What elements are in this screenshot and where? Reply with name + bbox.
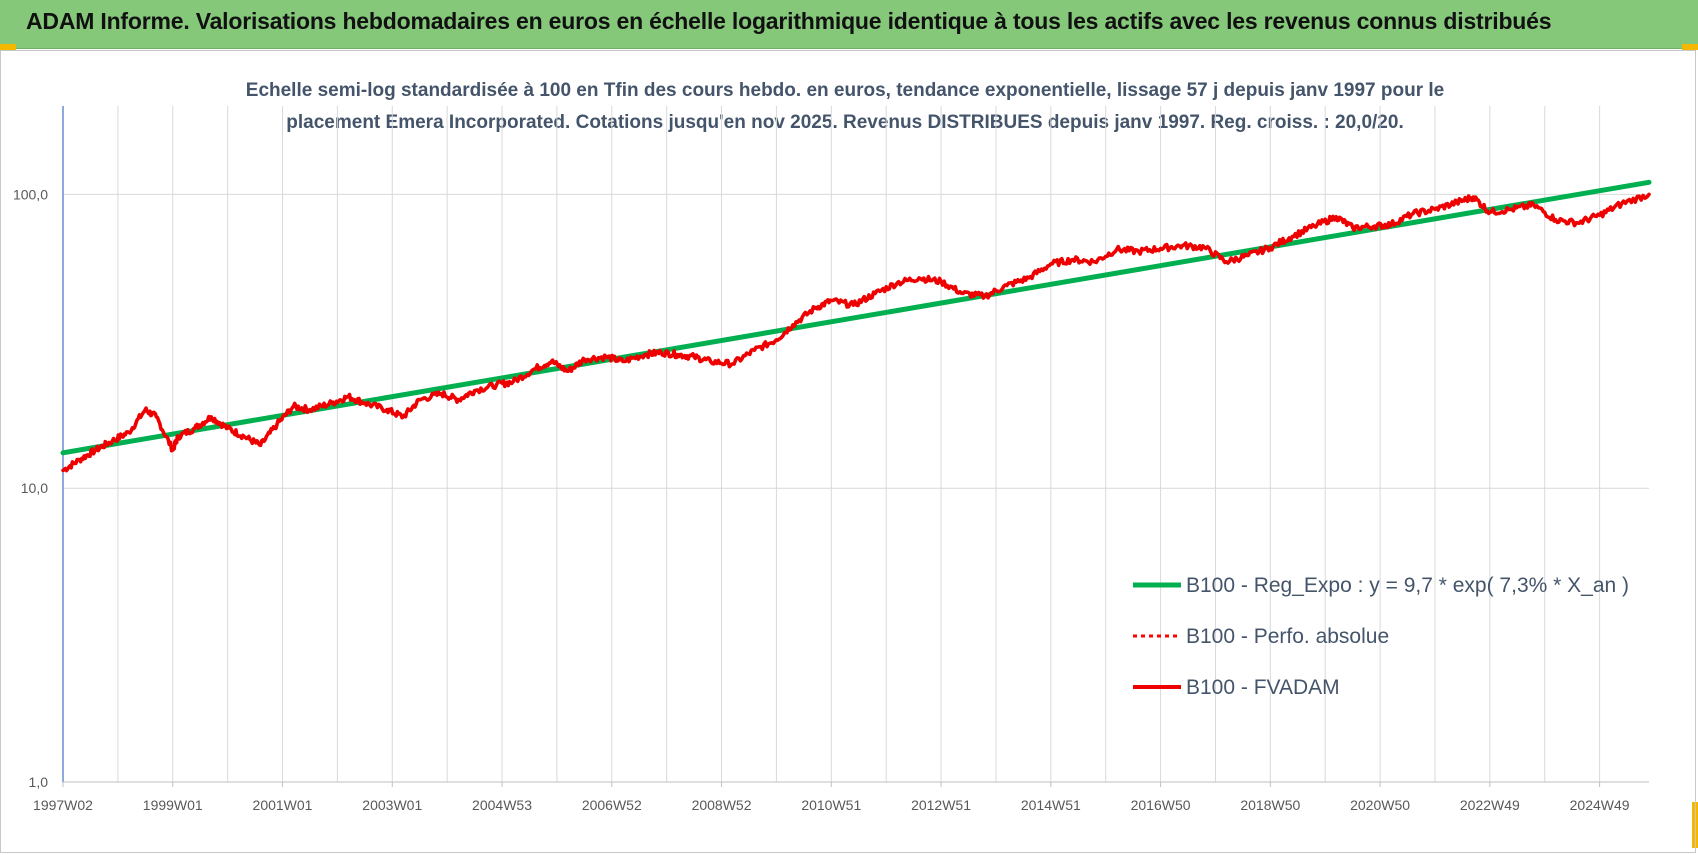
y-tick-label: 1,0 bbox=[29, 774, 49, 790]
x-tick-label: 2020W50 bbox=[1350, 797, 1410, 813]
corner-mark-top-left bbox=[0, 44, 16, 50]
x-tick-label: 2024W49 bbox=[1570, 797, 1630, 813]
x-tick-label: 2018W50 bbox=[1240, 797, 1300, 813]
chart-subtitle-line-1: Echelle semi-log standardisée à 100 en T… bbox=[246, 80, 1444, 101]
axes: 1,0 10,0 100,0 1997W02 1999W01 2001W01 2003W01… bbox=[13, 106, 1649, 813]
series-line-fvadam bbox=[61, 192, 1651, 473]
legend-label: B100 - Reg_Expo : y = 9,7 * exp( 7,3% * … bbox=[1186, 574, 1629, 597]
x-tick-label: 1997W02 bbox=[33, 797, 93, 813]
series-line-regression bbox=[60, 179, 1652, 456]
page-title: ADAM Informe. Valorisations hebdomadaire… bbox=[26, 8, 1552, 34]
x-tick-label: 2012W51 bbox=[911, 797, 971, 813]
x-tick-label: 2006W52 bbox=[582, 797, 642, 813]
x-tick-label: 2016W50 bbox=[1131, 797, 1191, 813]
corner-mark-top-right bbox=[1682, 44, 1698, 50]
legend-label: B100 - Perfo. absolue bbox=[1186, 625, 1389, 648]
x-tick-label: 2014W51 bbox=[1021, 797, 1081, 813]
x-tick-label: 2022W49 bbox=[1460, 797, 1520, 813]
y-tick-label: 100,0 bbox=[13, 186, 48, 202]
legend-label: B100 - FVADAM bbox=[1186, 676, 1340, 699]
x-tick-label: 2008W52 bbox=[692, 797, 752, 813]
chart-subtitle-line-2: placement Emera Incorporated. Cotations … bbox=[286, 112, 1403, 133]
x-tick-label: 2003W01 bbox=[362, 797, 422, 813]
y-tick-label: 10,0 bbox=[21, 480, 48, 496]
x-tick-label: 2010W51 bbox=[801, 797, 861, 813]
legend: B100 - Reg_Expo : y = 9,7 * exp( 7,3% * … bbox=[1133, 574, 1629, 699]
x-tick-label: 1999W01 bbox=[143, 797, 203, 813]
x-tick-label: 2004W53 bbox=[472, 797, 532, 813]
grid bbox=[62, 106, 1649, 783]
series bbox=[60, 179, 1652, 473]
title-banner: ADAM Informe. Valorisations hebdomadaire… bbox=[0, 0, 1698, 49]
x-tick-label: 2001W01 bbox=[253, 797, 313, 813]
chart-frame bbox=[0, 50, 1696, 853]
